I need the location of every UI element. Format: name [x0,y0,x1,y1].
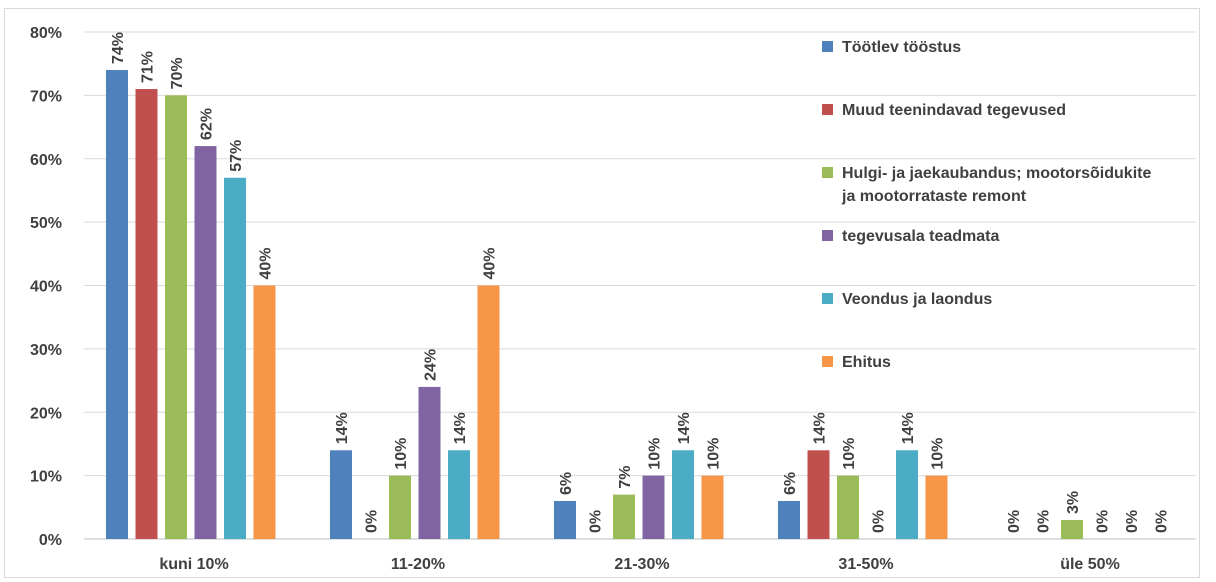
y-tick-label: 40% [30,279,62,296]
data-label: 14% [334,412,351,444]
data-label: 0% [1154,510,1171,533]
data-label: 71% [140,51,157,83]
y-tick-label: 80% [30,25,62,42]
bar [253,285,276,539]
bar [330,450,352,539]
legend-label-line: ja mootorrataste remont [841,188,1027,205]
data-label: 14% [900,412,917,444]
bar [165,95,187,539]
legend-swatch [822,293,833,304]
bar [701,475,724,539]
bar [135,89,158,539]
x-tick-label: 11-20% [391,556,445,573]
legend-label: Muud teenindavad tegevused [842,102,1066,119]
data-label: 14% [676,412,693,444]
legend-label: Veondus ja laondus [842,291,992,308]
data-label: 10% [647,438,664,470]
bar [418,386,441,539]
data-label: 74% [110,32,127,64]
data-label: 0% [364,510,381,533]
legend-label: tegevusala teadmata [842,228,1000,245]
data-label: 10% [706,438,723,470]
data-label: 10% [930,438,947,470]
legend-label: Töötlev tööstus [842,39,961,56]
y-tick-label: 0% [39,532,62,549]
bar [554,500,576,539]
x-tick-label: 31-50% [838,556,893,573]
x-tick-label: üle 50% [1060,556,1120,573]
data-label: 0% [588,510,605,533]
data-label: 62% [199,108,216,140]
data-label: 10% [393,438,410,470]
x-tick-label: 21-30% [614,556,669,573]
data-label: 40% [482,247,499,279]
data-label: 70% [169,57,186,89]
data-label: 57% [228,140,245,172]
legend-swatch [822,167,833,178]
legend-swatch [822,230,833,241]
data-label: 7% [617,466,634,489]
bar [642,475,665,539]
data-label: 6% [782,472,799,495]
legend-label-line: Hulgi- ja jaekaubandus; mootorsõidukite [842,165,1151,182]
bar [448,450,470,539]
data-label: 24% [423,349,440,381]
bar [477,285,500,539]
legend-swatch [822,356,833,367]
data-label: 0% [1124,510,1141,533]
bar [807,450,830,539]
data-label: 0% [1006,510,1023,533]
data-label: 0% [871,510,888,533]
bar [672,450,694,539]
bar [778,500,800,539]
data-label: 3% [1065,491,1082,514]
data-label: 14% [812,412,829,444]
bar [837,475,859,539]
bar [896,450,918,539]
bar [194,146,217,539]
bar [1061,519,1083,539]
data-label: 14% [452,412,469,444]
data-label: 0% [1036,510,1053,533]
y-tick-label: 50% [30,215,62,232]
data-label: 6% [558,472,575,495]
legend-swatch [822,104,833,115]
data-label: 40% [258,247,275,279]
legend-label: Ehitus [842,354,891,371]
y-tick-label: 10% [30,469,62,486]
bar [106,70,128,540]
data-label: 10% [841,438,858,470]
bar [613,494,635,539]
bar [925,475,948,539]
y-tick-label: 70% [30,88,62,105]
x-tick-label: kuni 10% [159,556,228,573]
bar [224,177,246,539]
y-tick-label: 30% [30,342,62,359]
legend-label: Hulgi- ja jaekaubandus; mootorsõidukite j… [841,165,1151,205]
legend-swatch [822,41,833,52]
data-label: 0% [1095,510,1112,533]
y-tick-label: 60% [30,152,62,169]
y-tick-label: 20% [30,405,62,422]
bar [389,475,411,539]
